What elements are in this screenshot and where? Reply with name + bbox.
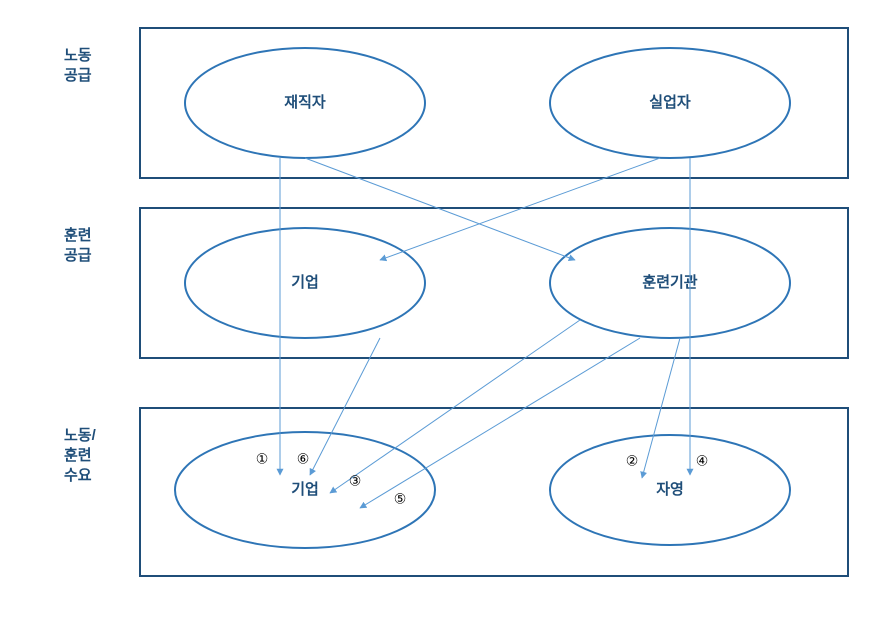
annotation-num4: ④: [696, 453, 709, 469]
canvas-background: [0, 0, 889, 617]
annotation-num6: ⑥: [297, 451, 310, 467]
node-label-n_firm_mid: 기업: [291, 274, 319, 291]
annotation-num5: ⑤: [394, 491, 407, 507]
node-label-n_unemployed: 실업자: [649, 94, 691, 111]
annotation-num1: ①: [256, 451, 269, 467]
node-label-n_firm_bot: 기업: [291, 481, 319, 498]
node-label-n_inst: 훈련기관: [642, 273, 697, 291]
annotation-num2: ②: [626, 453, 639, 469]
node-label-n_employed: 재직자: [284, 93, 326, 111]
node-label-n_self: 자영: [656, 480, 684, 498]
annotation-num3: ③: [349, 473, 362, 489]
